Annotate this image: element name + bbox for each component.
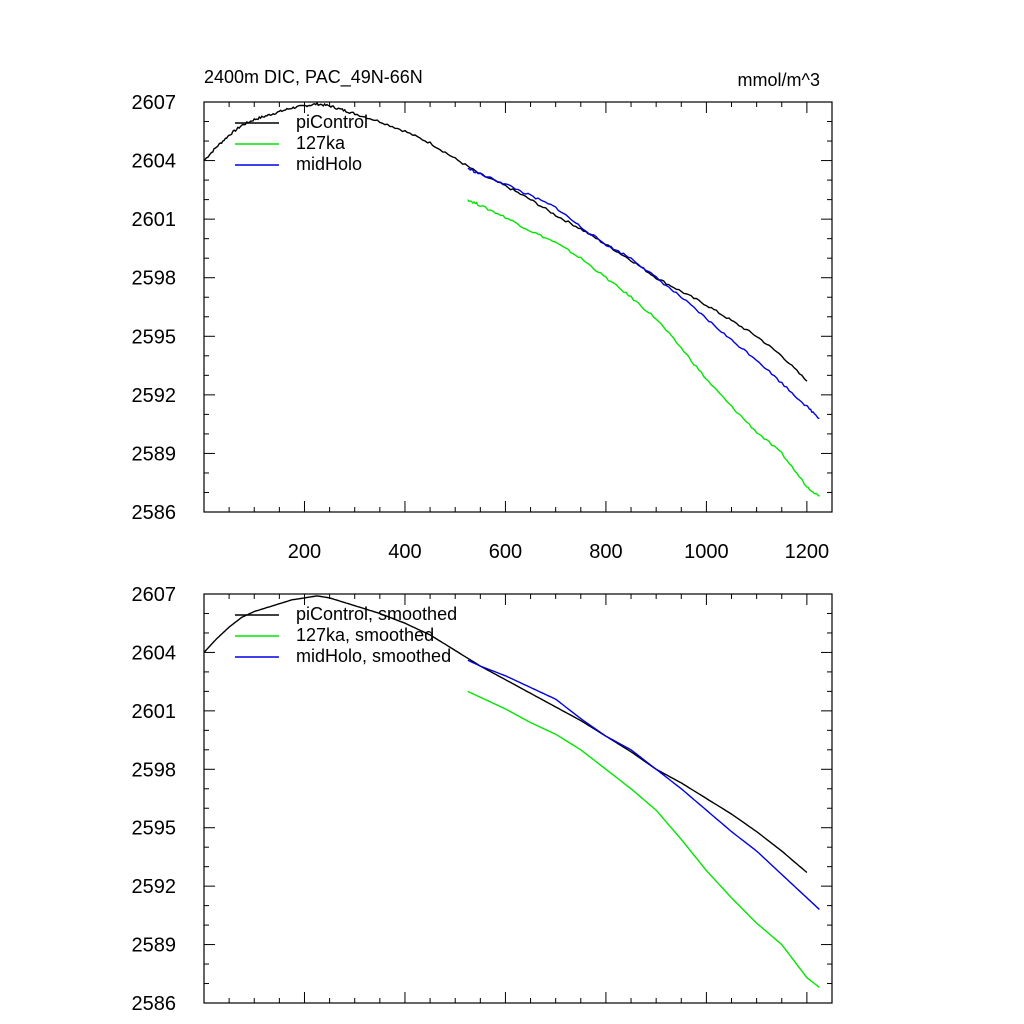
x-tick-label: 800 <box>589 541 622 563</box>
y-tick-label: 2595 <box>132 818 177 840</box>
y-tick-label: 2598 <box>132 759 177 781</box>
series-line-1 <box>203 101 808 382</box>
y-tick-label: 2607 <box>132 92 177 114</box>
x-tick-label: 1200 <box>785 541 830 563</box>
series-line-3 <box>467 659 820 910</box>
y-tick-label: 2592 <box>132 876 177 898</box>
y-tick-label: 2607 <box>132 584 177 606</box>
series-line-2 <box>467 690 820 988</box>
x-tick-label: 400 <box>388 541 421 563</box>
y-tick-label: 2601 <box>132 701 177 723</box>
legend-label: piControl <box>296 112 368 132</box>
units-label: mmol/m^3 <box>738 70 820 90</box>
plot-frame <box>203 101 833 513</box>
y-tick-label: 2598 <box>132 268 177 290</box>
y-tick-label: 2604 <box>132 642 177 664</box>
legend-label: 127ka, smoothed <box>296 625 434 645</box>
legend-label: midHolo <box>296 154 362 174</box>
legend-label: 127ka <box>296 133 346 153</box>
chart-panel-2: 2586 2589 2592 2595 2598 2601 2604 2607 piContro… <box>132 584 833 1015</box>
chart-panel-1: 2586 2589 2592 2595 2598 2601 2604 2607 200 400 60… <box>132 92 833 563</box>
x-tick-label: 200 <box>288 541 321 563</box>
y-tick-label: 2592 <box>132 385 177 407</box>
y-tick-label: 2586 <box>132 993 177 1015</box>
legend-label: piControl, smoothed <box>296 604 457 624</box>
series-line-1 <box>203 595 808 874</box>
y-tick-label: 2589 <box>132 935 177 957</box>
x-tick-label: 600 <box>489 541 522 563</box>
y-tick-label: 2586 <box>132 502 177 524</box>
plot-frame <box>203 593 833 1004</box>
chart-title: 2400m DIC, PAC_49N-66N <box>204 67 423 88</box>
y-tick-label: 2604 <box>132 151 177 173</box>
series-line-3 <box>467 167 820 419</box>
y-tick-label: 2595 <box>132 326 177 348</box>
series-line-2 <box>467 199 820 497</box>
x-tick-label: 1000 <box>684 541 729 563</box>
y-tick-label: 2589 <box>132 443 177 465</box>
legend-label: midHolo, smoothed <box>296 646 451 666</box>
y-tick-label: 2601 <box>132 209 177 231</box>
